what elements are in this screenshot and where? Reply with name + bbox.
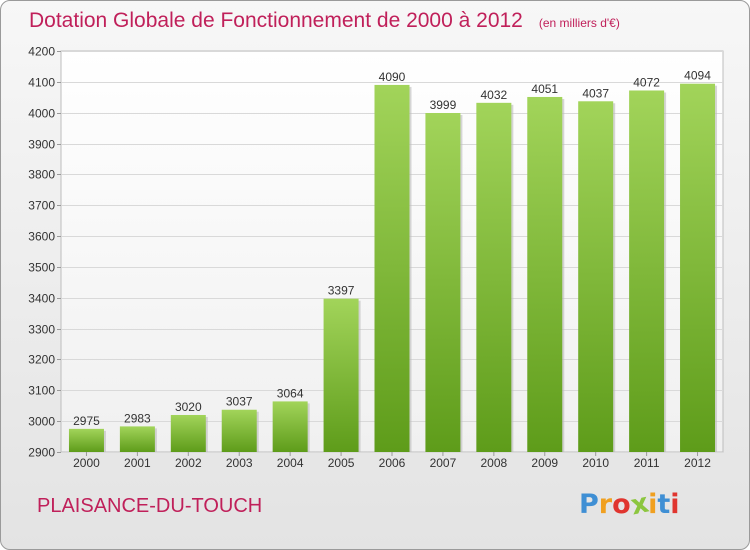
y-tick-label: 3000	[28, 415, 55, 429]
x-tick-label: 2008	[480, 456, 507, 470]
x-tick-label: 2000	[73, 456, 100, 470]
data-label: 4090	[379, 70, 406, 84]
bar	[629, 90, 665, 452]
data-label: 2983	[124, 411, 151, 425]
y-tick-label: 3600	[28, 230, 55, 244]
chart-unit: (en milliers d'€)	[538, 16, 620, 30]
data-label: 4072	[633, 75, 660, 89]
y-tick-label: 4100	[28, 76, 55, 90]
y-tick-label: 3300	[28, 323, 55, 337]
bar	[425, 113, 461, 453]
x-tick-label: 2001	[124, 456, 151, 470]
bar	[170, 414, 206, 452]
commune-name: PLAISANCE-DU-TOUCH	[37, 495, 263, 517]
bar	[476, 102, 512, 453]
bar	[119, 426, 155, 452]
data-label: 3020	[175, 400, 202, 414]
y-tick-label: 3500	[28, 261, 55, 275]
data-label: 3397	[328, 284, 355, 298]
x-tick-label: 2003	[226, 456, 253, 470]
y-tick-label: 3100	[28, 384, 55, 398]
logo-letter: P	[579, 489, 599, 520]
bar	[578, 101, 614, 452]
chart-title-row: Dotation Globale de Fonctionnement de 20…	[29, 9, 620, 33]
logo-letter: o	[612, 489, 631, 520]
y-tick-label: 4000	[28, 107, 55, 121]
data-label: 4051	[531, 82, 558, 96]
y-tick-label: 3200	[28, 353, 55, 367]
x-tick-label: 2010	[582, 456, 609, 470]
proxiti-logo: Proxiti	[579, 488, 680, 522]
x-tick-label: 2002	[175, 456, 202, 470]
logo-letter: i	[670, 489, 680, 520]
data-label: 4032	[480, 88, 507, 102]
data-label: 3064	[277, 386, 304, 400]
bar	[374, 84, 410, 452]
x-tick-label: 2007	[430, 456, 457, 470]
x-tick-label: 2012	[684, 456, 711, 470]
y-tick-label: 2900	[28, 446, 55, 460]
data-label: 2975	[73, 414, 100, 428]
y-tick-label: 4200	[28, 45, 55, 59]
bar	[68, 428, 104, 452]
y-tick-label: 3700	[28, 199, 55, 213]
data-label: 3037	[226, 395, 253, 409]
bar	[527, 96, 563, 453]
x-tick-label: 2004	[277, 456, 304, 470]
bar	[221, 409, 257, 452]
logo-letter: t	[657, 489, 671, 520]
bar	[680, 83, 716, 452]
x-tick-label: 2009	[531, 456, 558, 470]
data-label: 4037	[582, 86, 609, 100]
x-tick-label: 2011	[634, 456, 660, 470]
data-label: 4094	[684, 69, 711, 83]
bar	[323, 298, 359, 452]
y-tick-label: 3800	[28, 168, 55, 182]
logo-letter: r	[598, 489, 613, 520]
bar	[272, 401, 308, 452]
y-tick-label: 3900	[28, 138, 55, 152]
x-tick-label: 2006	[379, 456, 406, 470]
data-label: 3999	[430, 98, 457, 112]
logo-letter: i	[648, 489, 658, 520]
chart-title: Dotation Globale de Fonctionnement de 20…	[29, 9, 523, 32]
x-tick-label: 2005	[328, 456, 355, 470]
y-tick-label: 3400	[28, 292, 55, 306]
